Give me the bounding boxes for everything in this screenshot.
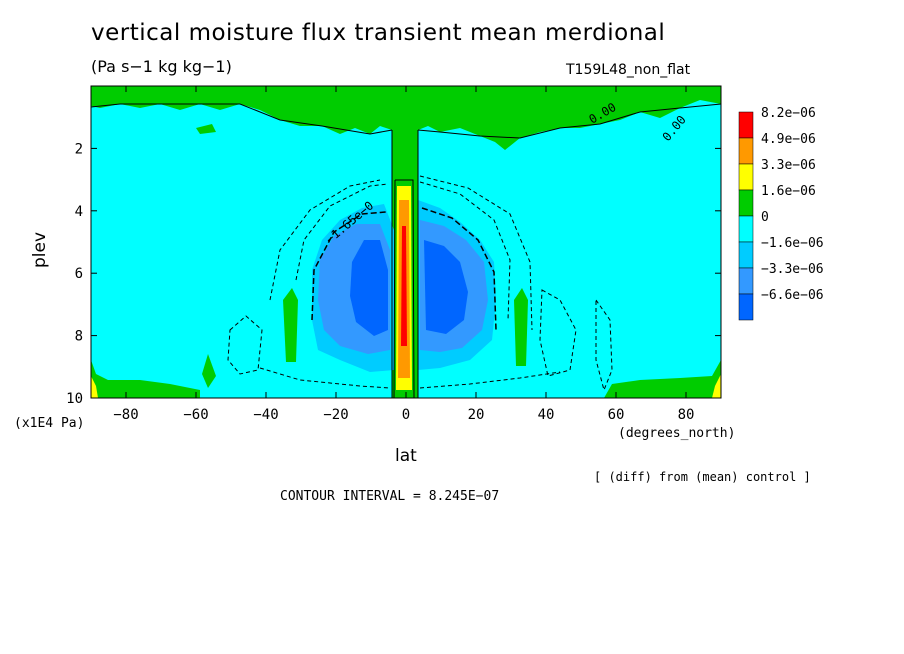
bottom-yellow-left bbox=[91, 376, 98, 398]
x-tick-label: 80 bbox=[678, 407, 695, 423]
x-axis: −80 −60 −40 −20 0 20 40 60 80 bbox=[113, 86, 694, 423]
x-tick-label: −20 bbox=[323, 407, 348, 423]
pos-core-red bbox=[401, 226, 407, 346]
contour-right-2 bbox=[419, 175, 533, 331]
contour-left-3 bbox=[227, 315, 263, 375]
contour-right-3 bbox=[539, 289, 577, 377]
colorbar-swatch bbox=[738, 241, 754, 269]
y-tick-label: 4 bbox=[75, 204, 83, 220]
top-blob-left bbox=[196, 124, 216, 134]
colorbar-label: 3.3e−06 bbox=[761, 158, 816, 173]
y-tick-label: 2 bbox=[75, 141, 83, 157]
contour-bottom-2 bbox=[419, 371, 561, 389]
colorbar-label: −3.3e−06 bbox=[761, 262, 824, 277]
x-tick-label: −80 bbox=[113, 407, 138, 423]
contour-neg-right-bold bbox=[421, 207, 497, 331]
x-tick-label: 20 bbox=[468, 407, 485, 423]
neg-lobe-left-core bbox=[350, 240, 388, 336]
colorbar-label: −1.6e−06 bbox=[761, 236, 824, 251]
island-left-56 bbox=[202, 354, 216, 388]
x-axis-units: (degrees_north) bbox=[618, 426, 736, 441]
contour-bottom-1 bbox=[259, 367, 391, 389]
contour-left-2 bbox=[269, 179, 381, 301]
contour-interval: CONTOUR INTERVAL = 8.245E−07 bbox=[280, 489, 500, 504]
x-axis-label: lat bbox=[395, 446, 417, 466]
colorbar-swatch bbox=[738, 137, 754, 165]
y-axis-units: (x1E4 Pa) bbox=[14, 416, 85, 431]
colorbar-swatch bbox=[738, 215, 754, 243]
y-axis: 2 4 6 8 10 bbox=[66, 141, 721, 407]
x-tick-label: −40 bbox=[253, 407, 278, 423]
island-right-33 bbox=[514, 288, 528, 366]
x-tick-label: 60 bbox=[608, 407, 625, 423]
contour-left-1 bbox=[295, 183, 389, 281]
bottom-band-left bbox=[91, 360, 200, 398]
colorbar-swatch bbox=[738, 189, 754, 217]
run-label: T159L48_non_flat bbox=[566, 62, 691, 78]
colorbar: 8.2e−06 4.9e−06 3.3e−06 1.6e−06 0 −1.6e−06 −3.… bbox=[738, 106, 824, 321]
colorbar-label: 0 bbox=[761, 210, 769, 225]
colorbar-label: 1.6e−06 bbox=[761, 184, 816, 199]
contour-right-1 bbox=[419, 181, 511, 321]
chart-units: (Pa s−1 kg kg−1) bbox=[91, 57, 232, 76]
x-tick-label: −60 bbox=[183, 407, 208, 423]
contour-right-4 bbox=[595, 298, 613, 392]
island-left-35 bbox=[283, 288, 298, 362]
bottom-yellow-right bbox=[712, 374, 721, 398]
colorbar-label: −6.6e−06 bbox=[761, 288, 824, 303]
diff-note: [ (diff) from (mean) control ] bbox=[594, 470, 811, 484]
y-tick-label: 10 bbox=[66, 391, 83, 407]
contour-neg-left-bold bbox=[311, 211, 387, 321]
colorbar-swatch bbox=[738, 267, 754, 295]
colorbar-label: 8.2e−06 bbox=[761, 106, 816, 121]
contour-top-right bbox=[417, 103, 722, 139]
colorbar-swatch bbox=[738, 111, 754, 139]
y-tick-label: 6 bbox=[75, 266, 83, 282]
colorbar-swatch bbox=[738, 163, 754, 191]
colorbar-swatch bbox=[738, 293, 754, 321]
bottom-band-right bbox=[604, 360, 721, 398]
colorbar-label: 4.9e−06 bbox=[761, 132, 816, 147]
x-tick-label: 0 bbox=[402, 407, 410, 423]
y-tick-label: 8 bbox=[75, 329, 83, 345]
chart-title: vertical moisture flux transient mean me… bbox=[91, 20, 666, 46]
contour-field bbox=[90, 86, 722, 399]
contour-top-left bbox=[90, 103, 393, 135]
neg-lobe-right-core bbox=[424, 240, 468, 334]
contour-core-outline bbox=[393, 179, 415, 399]
top-positive-band bbox=[91, 86, 721, 150]
x-tick-label: 40 bbox=[538, 407, 555, 423]
